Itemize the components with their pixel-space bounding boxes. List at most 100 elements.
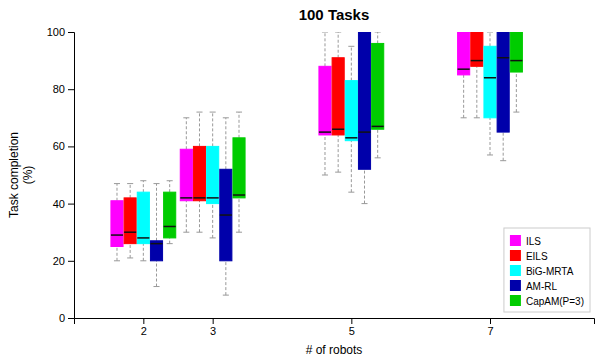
median (124, 231, 136, 233)
cap-high (322, 32, 328, 33)
whisker-low (225, 261, 226, 295)
cap-high (167, 180, 173, 181)
tick: 2 (141, 318, 147, 337)
whisker-low (338, 135, 339, 172)
chart-container: 2357020406080100100 Tasks# of robotsTask… (0, 0, 610, 364)
box (497, 32, 509, 161)
whisker-low (463, 75, 464, 118)
tick: 20 (53, 255, 74, 267)
tick-mark (143, 318, 144, 324)
legend-swatch (510, 280, 521, 291)
legend-entry: ILS (526, 236, 541, 247)
tick: 0 (59, 312, 74, 324)
box-iqr (332, 58, 344, 135)
legend-swatch (510, 265, 521, 276)
title: 100 Tasks (299, 6, 370, 23)
cap-high (210, 112, 216, 113)
tick: 5 (349, 318, 355, 337)
box-iqr (193, 146, 205, 200)
median (510, 60, 522, 62)
whisker-high (351, 46, 352, 80)
box-iqr (111, 201, 123, 247)
tick-mark (213, 318, 214, 324)
whisker-high (324, 32, 325, 66)
tick-label: 40 (53, 198, 65, 210)
cap-high (114, 183, 120, 184)
whisker-low (143, 244, 144, 261)
tick-label: 0 (59, 312, 65, 324)
whisker-high (143, 181, 144, 192)
whisker-high (130, 184, 131, 198)
box-series (124, 32, 483, 258)
box-iqr (345, 81, 357, 141)
whisker-high (377, 32, 378, 43)
tick-label: 20 (53, 255, 65, 267)
median (233, 194, 245, 196)
box-iqr (233, 138, 245, 198)
tick-mark (68, 261, 74, 262)
box-iqr (319, 66, 331, 135)
median (484, 77, 496, 79)
cap-high (223, 117, 229, 118)
cap-low (127, 257, 133, 258)
whisker-high (490, 32, 491, 46)
legend-entry: CapAM(P=3) (526, 296, 584, 307)
cap-low (114, 260, 120, 261)
y-axis: 020406080100 (47, 26, 75, 324)
cap-low (335, 172, 341, 173)
tick-label: 7 (487, 325, 493, 337)
cap-low (196, 232, 202, 233)
box-iqr (164, 192, 176, 238)
tick-label: 2 (141, 325, 147, 337)
axis-domain (75, 319, 595, 325)
y-axis-label: Task completion(%) (7, 132, 35, 218)
x-axis-label: # of robots (306, 343, 363, 357)
median (497, 57, 509, 59)
tick-mark (68, 318, 74, 319)
tick: 3 (210, 318, 216, 337)
box (111, 184, 123, 261)
box (207, 112, 219, 238)
tick-mark (68, 146, 74, 147)
cap-low (140, 260, 146, 261)
cap-high (348, 46, 354, 47)
box-iqr (207, 146, 219, 203)
box (124, 184, 136, 258)
median (193, 197, 205, 199)
whisker-low (490, 118, 491, 155)
whisker-low (351, 141, 352, 192)
tick-mark (490, 318, 491, 324)
cap-high (375, 32, 381, 33)
box (484, 32, 496, 155)
whisker-low (199, 201, 200, 232)
tick-label: 3 (210, 325, 216, 337)
box-series (164, 32, 523, 244)
cap-low (153, 286, 159, 287)
axis-domain (68, 33, 75, 319)
whisker-low (324, 135, 325, 175)
x-axis: 2 3 5 7 (75, 318, 595, 337)
median (180, 197, 192, 199)
whisker-low (476, 66, 477, 117)
box-series (150, 32, 509, 295)
whisker-low (212, 204, 213, 238)
cap-high (127, 183, 133, 184)
box-iqr (124, 198, 136, 244)
whisker-low (364, 169, 365, 203)
box-iqr (471, 32, 483, 66)
tick-mark (68, 89, 74, 90)
whisker-low (116, 247, 117, 261)
box (150, 184, 162, 287)
box (220, 118, 232, 295)
box-iqr (150, 241, 162, 261)
legend-entry: EILS (526, 251, 548, 262)
box-series (111, 32, 470, 261)
whisker-high (239, 112, 240, 138)
legend: ILSEILSBiG-MRTAAM-RLCapAM(P=3) (504, 228, 590, 312)
cap-low (361, 203, 367, 204)
cap-low (474, 117, 480, 118)
median (358, 131, 370, 133)
cap-low (210, 237, 216, 238)
box-iqr (497, 32, 509, 132)
whisker-low (377, 129, 378, 158)
